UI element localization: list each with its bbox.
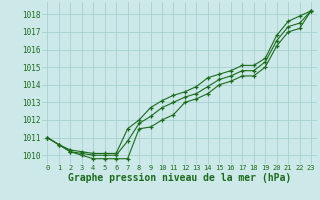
X-axis label: Graphe pression niveau de la mer (hPa): Graphe pression niveau de la mer (hPa) xyxy=(68,173,291,183)
